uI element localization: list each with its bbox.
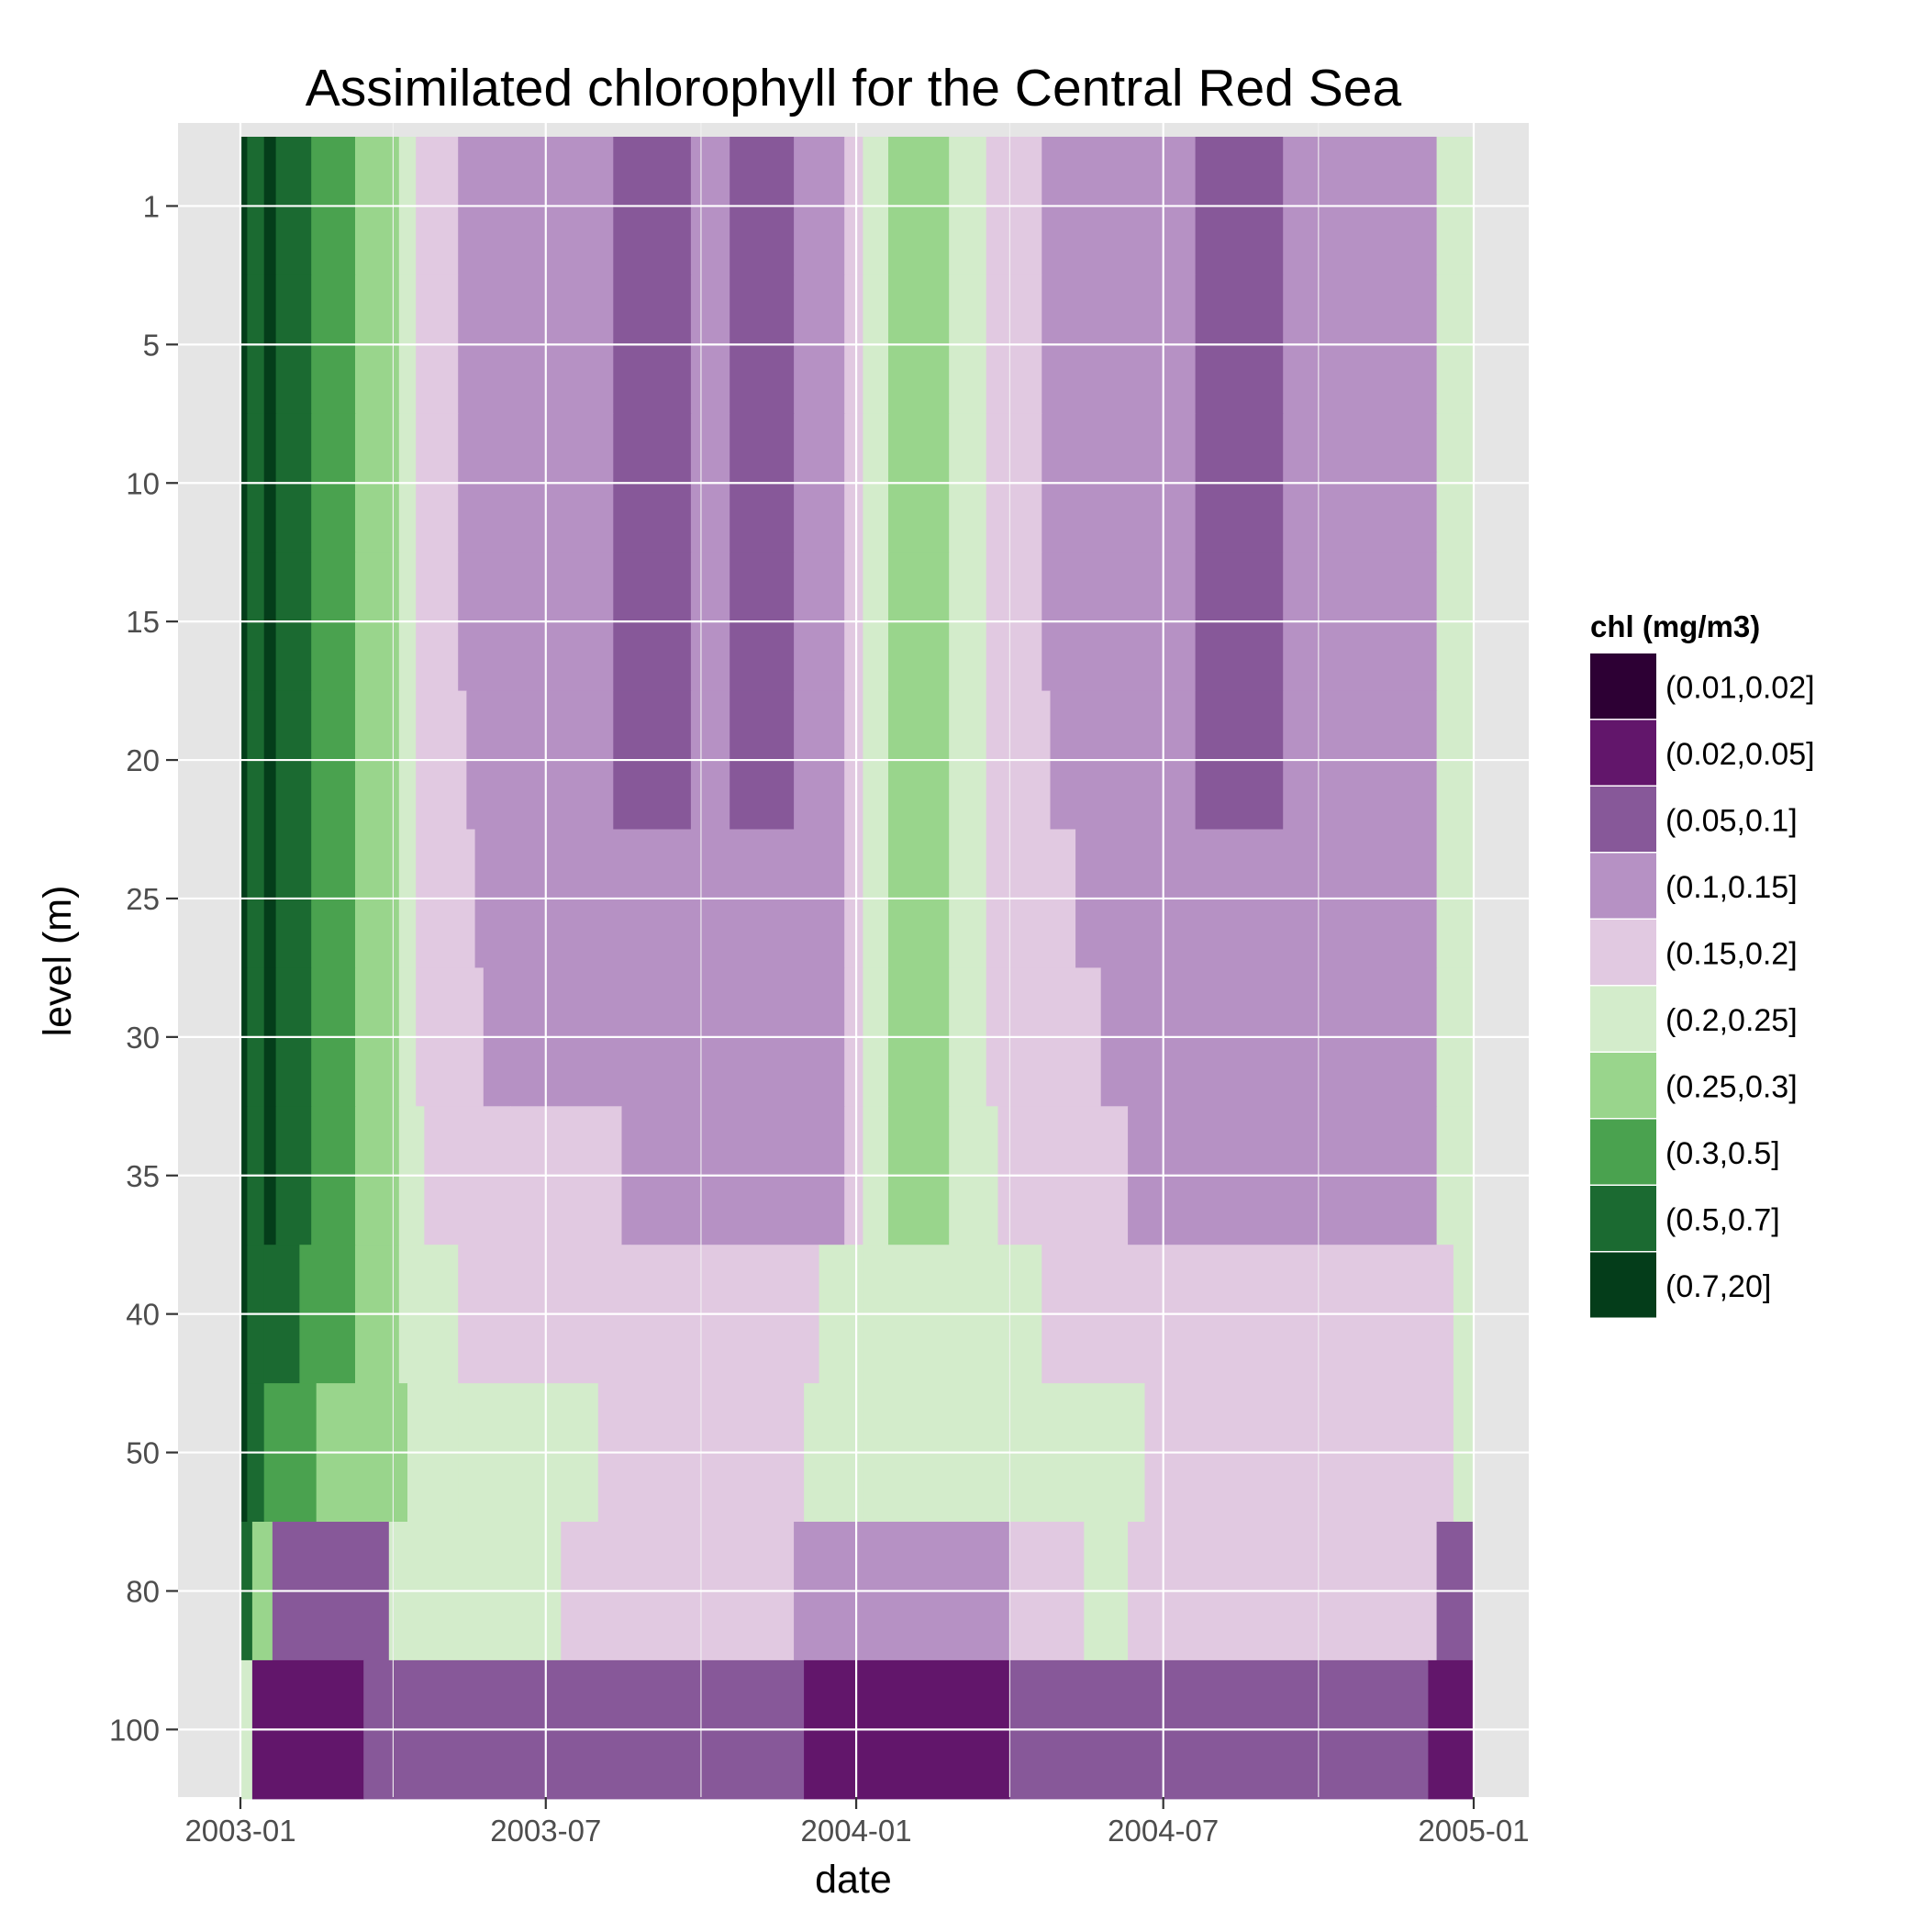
legend-label: (0.3,0.5] <box>1665 1136 1780 1171</box>
legend-label: (0.2,0.25] <box>1665 1003 1798 1038</box>
legend-label: (0.15,0.2] <box>1665 936 1798 971</box>
chart-title: Assimilated chlorophyll for the Central … <box>306 59 1402 117</box>
legend-key <box>1590 1053 1656 1118</box>
gridlines <box>178 123 1529 1797</box>
x-tick-label: 2005-01 <box>1418 1814 1529 1848</box>
legend-key <box>1590 853 1656 919</box>
legend-key <box>1590 1252 1656 1318</box>
y-tick-label: 15 <box>126 605 160 639</box>
legend-key <box>1590 1119 1656 1185</box>
legend-label: (0.01,0.02] <box>1665 670 1815 705</box>
y-tick-label: 25 <box>126 882 160 916</box>
y-tick-label: 40 <box>126 1298 160 1332</box>
legend-key <box>1590 720 1656 786</box>
x-tick-label: 2003-01 <box>184 1814 295 1848</box>
legend-label: (0.5,0.7] <box>1665 1202 1780 1237</box>
legend-key <box>1590 920 1656 985</box>
x-axis: 2003-01 2003-07 2004-01 2004-07 2005-01 <box>184 1797 1530 1848</box>
legend-key <box>1590 1186 1656 1251</box>
y-tick-label: 100 <box>109 1713 160 1747</box>
legend-key <box>1590 787 1656 852</box>
legend-label: (0.25,0.3] <box>1665 1069 1798 1104</box>
legend-key <box>1590 653 1656 719</box>
legend-label: (0.05,0.1] <box>1665 803 1798 838</box>
heatmap-cells <box>240 137 1475 1800</box>
y-tick-label: 5 <box>143 328 160 362</box>
y-tick-label: 30 <box>126 1021 160 1055</box>
legend-key <box>1590 986 1656 1052</box>
legend-label: (0.02,0.05] <box>1665 737 1815 772</box>
legend-title: chl (mg/m3) <box>1590 609 1760 643</box>
y-axis-title: level (m) <box>36 886 80 1037</box>
y-tick-label: 50 <box>126 1436 160 1470</box>
x-axis-title: date <box>815 1858 892 1902</box>
y-tick-label: 10 <box>126 466 160 500</box>
y-tick-label: 1 <box>143 189 160 223</box>
x-tick-label: 2003-07 <box>490 1814 601 1848</box>
legend-label: (0.1,0.15] <box>1665 870 1798 905</box>
x-tick-label: 2004-07 <box>1108 1814 1219 1848</box>
y-tick-label: 80 <box>126 1574 160 1608</box>
y-tick-label: 35 <box>126 1159 160 1193</box>
legend: chl (mg/m3) (0.01,0.02] (0.02,0.05] (0.05,… <box>1590 609 1815 1318</box>
y-tick-label: 20 <box>126 743 160 777</box>
legend-label: (0.7,20] <box>1665 1269 1771 1304</box>
x-tick-label: 2004-01 <box>801 1814 912 1848</box>
